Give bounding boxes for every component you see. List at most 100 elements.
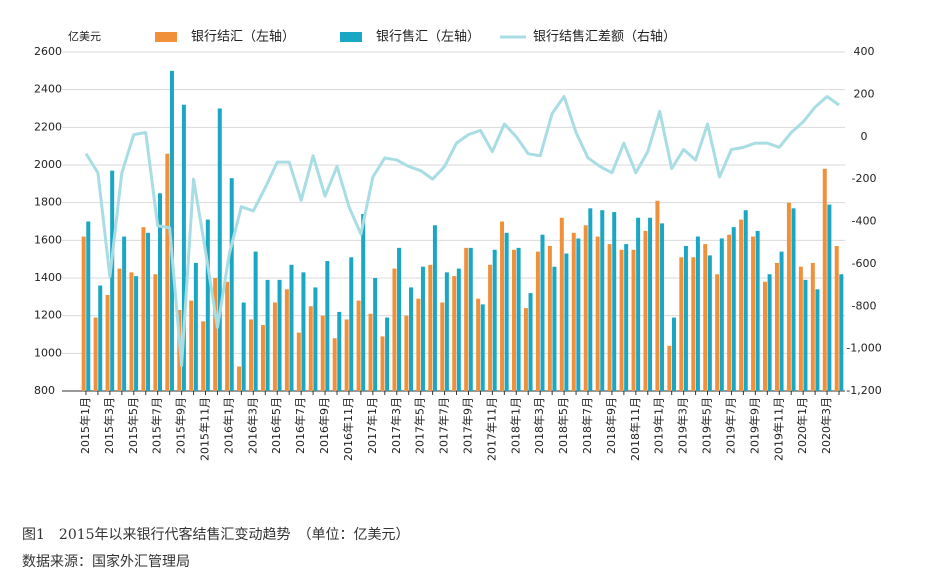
bar [344,319,349,391]
bar [440,302,445,391]
x-tick-label: 2015年1月 [78,397,92,454]
bar [476,298,481,391]
bar [791,208,796,391]
bar [129,272,134,391]
x-tick-label: 2015年3月 [102,397,116,454]
bar [409,287,414,391]
x-tick-label: 2015年7月 [150,397,164,454]
bar [779,251,784,391]
bar [229,178,234,391]
x-tick-label: 2018年1月 [508,397,522,454]
bar [691,257,696,391]
x-tick-label: 2017年11月 [484,397,498,461]
x-tick-label: 2020年3月 [819,397,833,454]
x-tick-label: 2017年5月 [413,397,427,454]
bar [636,217,641,391]
bar [535,251,540,391]
bar [153,274,158,391]
y-tick-label: 2200 [34,120,62,133]
x-tick-label: 2019年1月 [652,397,666,454]
bar [380,336,385,391]
bar [260,325,265,391]
bar [707,255,712,391]
bar [564,253,569,391]
bar [655,200,660,391]
bar [492,249,497,391]
bar [552,266,557,391]
bar [349,257,354,391]
bar [397,247,402,391]
bar [464,247,469,391]
bar [117,268,122,391]
bar [165,153,170,391]
bar [763,281,768,391]
bar [313,287,318,391]
bar [798,266,803,391]
bar [368,313,373,391]
y2-tick-label: 0 [861,130,868,143]
bar [301,272,306,391]
bar [320,315,325,391]
bar [504,232,509,391]
bar [373,278,378,391]
bar [296,332,301,391]
bar [786,202,791,391]
bar [774,262,779,391]
y2-tick-label: -200 [852,172,877,185]
bar [237,366,242,391]
x-tick-label: 2016年11月 [341,397,355,461]
bar [755,230,760,391]
bar [727,234,732,391]
bar [265,279,270,391]
bar [332,338,337,391]
x-tick-label: 2018年7月 [580,397,594,454]
y-tick-label: 1800 [34,196,62,209]
y-tick-label: 1200 [34,309,62,322]
bar [189,300,194,391]
bar [416,298,421,391]
bar [361,213,366,391]
bar [839,274,844,391]
y-tick-label: 2000 [34,158,62,171]
x-tick-label: 2019年3月 [676,397,690,454]
x-tick-label: 2016年9月 [317,397,331,454]
bar [624,244,629,391]
x-tick-label: 2015年9月 [174,397,188,454]
bar [739,219,744,391]
bar [607,244,612,391]
bar [612,212,617,391]
y-tick-label: 1600 [34,233,62,246]
bar [93,317,98,391]
bar [803,279,808,391]
y2-tick-label: 400 [854,45,875,58]
bar [719,238,724,391]
y-tick-label: 800 [34,384,55,397]
y-tick-label: 1400 [34,271,62,284]
bar [325,261,330,391]
x-tick-label: 2017年3月 [389,397,403,454]
bar [643,230,648,391]
line [84,94,840,368]
bar [253,251,258,391]
bar [511,249,516,391]
bar [822,168,827,391]
x-tick-label: 2019年7月 [723,397,737,454]
x-tick-label: 2016年3月 [245,397,259,454]
x-tick-label: 2019年9月 [747,397,761,454]
y-tick-label: 2600 [34,45,62,58]
bar [667,345,672,391]
bar [731,227,736,391]
x-tick-label: 2017年1月 [365,397,379,454]
bar [141,227,146,391]
bar [480,304,485,391]
bar [289,264,294,391]
x-tick-label: 2016年5月 [269,397,283,454]
bar [571,232,576,391]
bar [619,249,624,391]
x-tick-label: 2018年11月 [628,397,642,461]
bar [600,210,605,391]
x-tick-label: 2017年7月 [437,397,451,454]
bar [583,225,588,391]
legend-swatch [155,32,177,42]
bar [452,276,457,391]
